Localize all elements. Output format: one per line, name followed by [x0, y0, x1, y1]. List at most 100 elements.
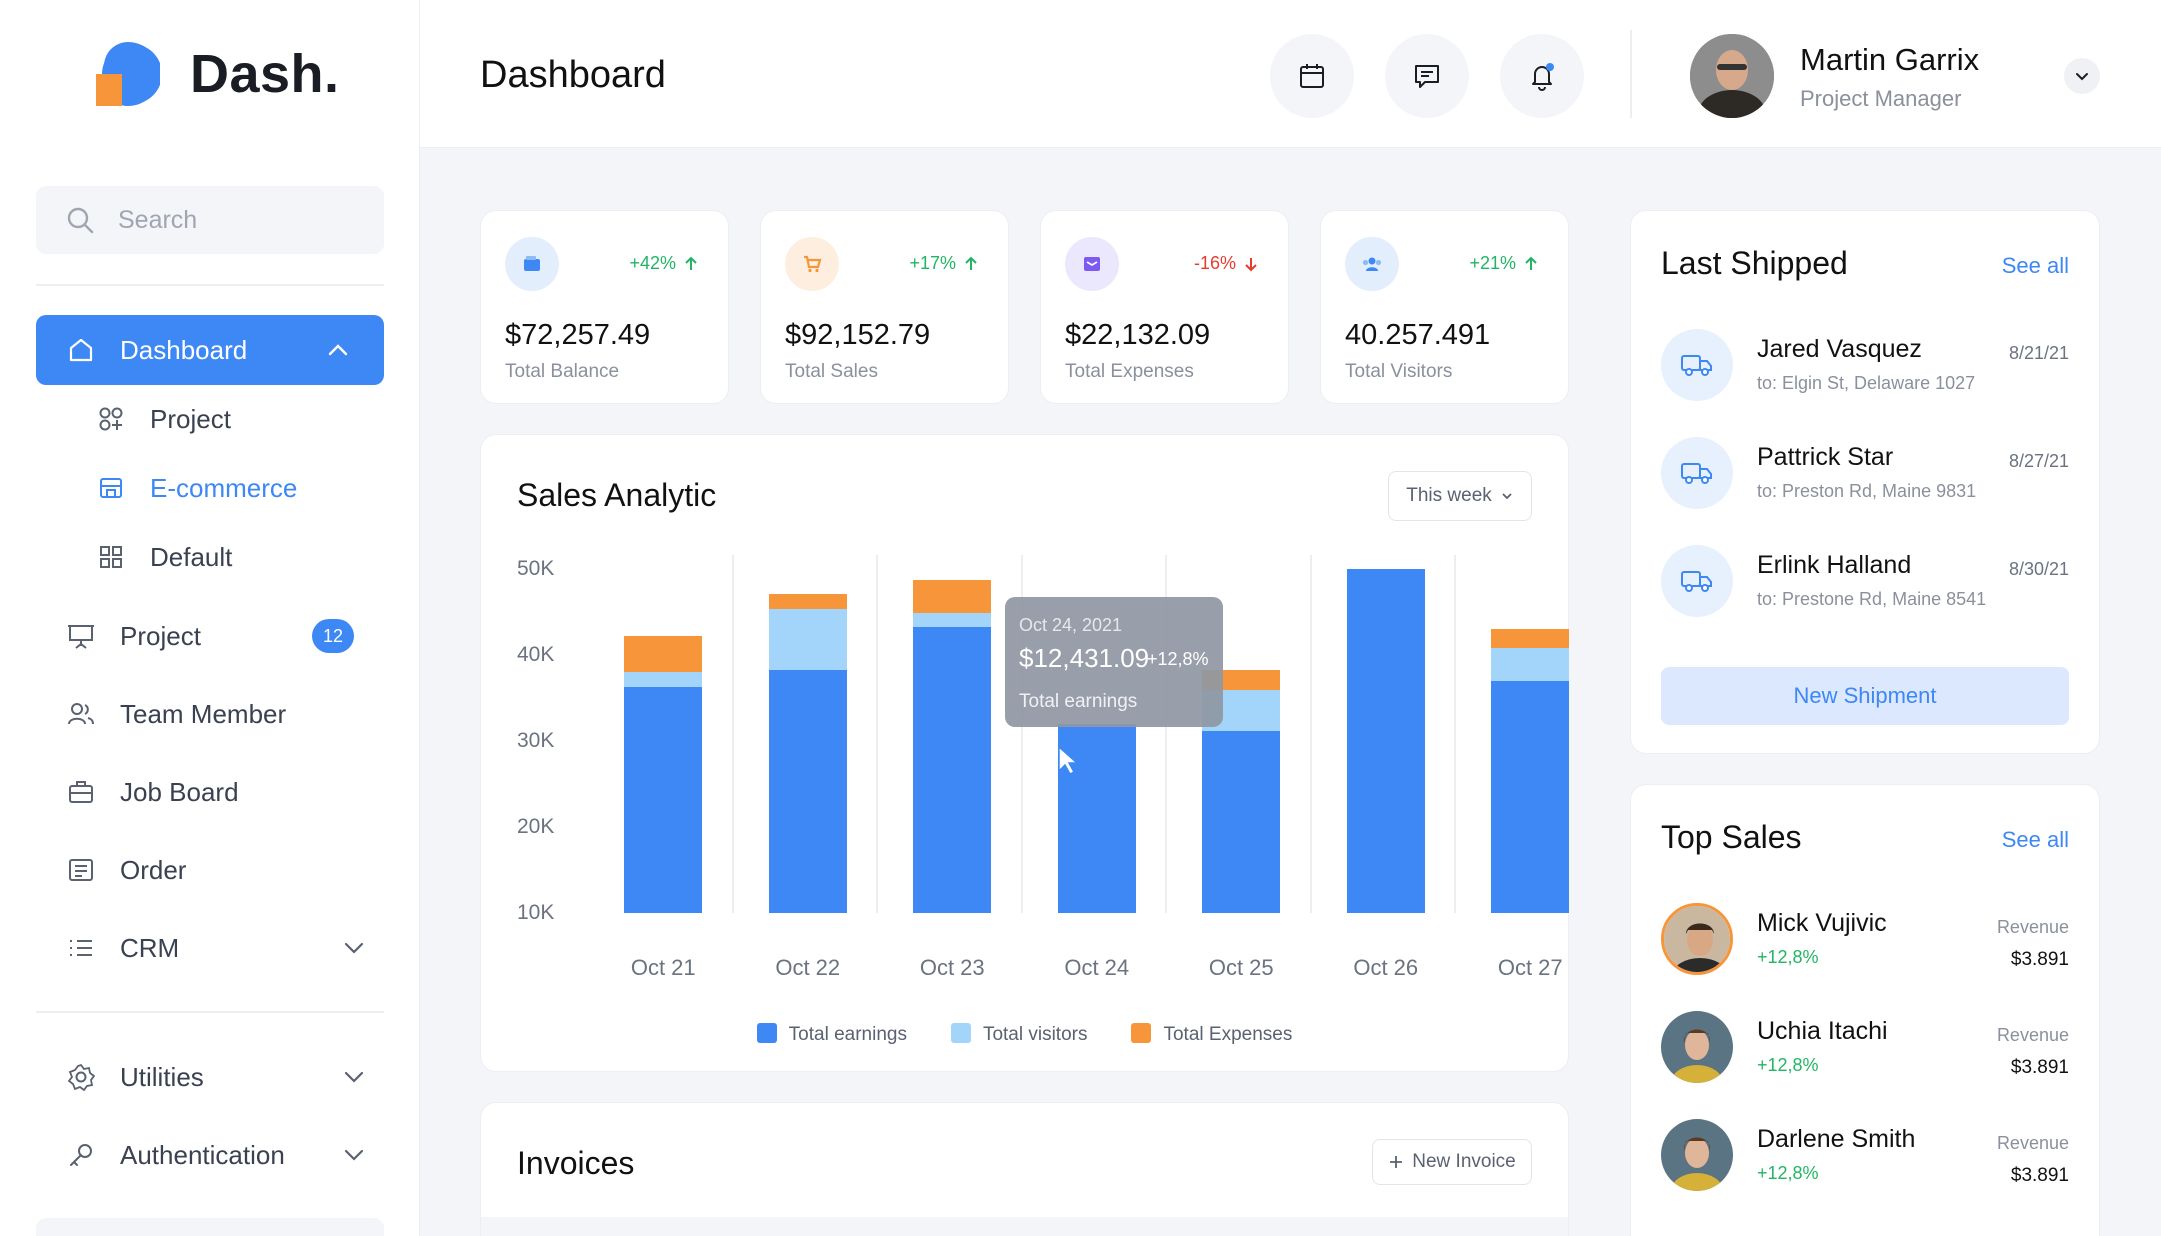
bar-total-earnings[interactable]	[1491, 680, 1570, 913]
bar-total-visitors[interactable]	[913, 612, 992, 627]
sidebar-sub-project[interactable]: Project	[96, 394, 231, 444]
legend-item-earnings[interactable]: Total earnings	[756, 1023, 907, 1046]
shipment-row[interactable]: Jared Vasquez to: Elgin St, Delaware 102…	[1661, 329, 2069, 409]
sidebar-item-label: Dashboard	[120, 334, 248, 365]
avatar	[1661, 903, 1733, 975]
sidebar-item-authentication[interactable]: Authentication	[66, 1130, 366, 1180]
invoices-title: Invoices	[517, 1145, 635, 1181]
sidebar-sub-default[interactable]: Default	[96, 532, 232, 582]
sales-title: Sales Analytic	[517, 477, 717, 513]
sidebar-item-order[interactable]: Order	[66, 845, 366, 895]
sidebar-item-team-member[interactable]: Team Member	[66, 689, 366, 739]
revenue-label: Revenue	[1996, 1025, 2069, 1045]
top-sales-name: Darlene Smith	[1757, 1125, 1916, 1153]
chevron-down-icon	[1502, 493, 1512, 500]
store-icon	[96, 473, 126, 503]
top-sales-card: Top Sales See all Mick Vujivic +12,8% Re…	[1630, 784, 2100, 1236]
bar-total-earnings[interactable]	[624, 686, 703, 913]
stat-card-sales[interactable]: +17% $92,152.79 Total Sales	[760, 210, 1009, 404]
sidebar-sub-ecommerce[interactable]: E-commerce	[96, 463, 297, 513]
sidebar-item-job-board[interactable]: Job Board	[66, 767, 366, 817]
chart-tooltip: Oct 24, 2021 $12,431.09 +12,8% Total ear…	[1005, 597, 1223, 727]
arrow-up-icon	[685, 256, 697, 270]
notifications-button[interactable]	[1500, 34, 1584, 118]
invoice-table-header	[481, 1217, 1568, 1236]
stat-value: $72,257.49	[505, 319, 651, 351]
shipment-name: Jared Vasquez	[1757, 335, 1922, 363]
search-icon	[67, 207, 94, 234]
logo[interactable]: Dash.	[96, 41, 340, 106]
top-sales-row[interactable]: Darlene Smith +12,8% Revenue $3.891	[1661, 1119, 2069, 1199]
new-shipment-button[interactable]: New Shipment	[1661, 667, 2069, 725]
chevron-down-icon[interactable]	[342, 1143, 366, 1167]
project-count-badge: 12	[312, 619, 354, 653]
chevron-down-icon[interactable]	[342, 936, 366, 960]
grid-line	[1020, 555, 1023, 913]
sidebar-divider	[36, 284, 384, 286]
shipment-address: to: Preston Rd, Maine 9831	[1757, 481, 1977, 501]
top-sales-row[interactable]: Mick Vujivic +12,8% Revenue $3.891	[1661, 903, 2069, 983]
bar-total-expenses[interactable]	[913, 580, 992, 613]
user-menu-toggle[interactable]	[2064, 58, 2100, 94]
bar-total-earnings[interactable]	[1346, 569, 1425, 913]
tooltip-date: Oct 24, 2021	[1019, 615, 1123, 635]
bar-total-visitors[interactable]	[624, 672, 703, 687]
y-tick-label: 40K	[517, 643, 555, 666]
bar-total-earnings[interactable]	[913, 626, 992, 913]
truck-icon	[1661, 545, 1733, 617]
sidebar-item-label: Authentication	[120, 1139, 285, 1170]
truck-icon	[1661, 437, 1733, 509]
stat-value: 40.257.491	[1345, 319, 1491, 351]
grid-line	[1309, 555, 1312, 913]
see-all-link[interactable]: See all	[2001, 253, 2069, 278]
bar-total-expenses[interactable]	[624, 636, 703, 673]
calendar-icon	[1300, 64, 1324, 88]
x-tick-label: Oct 21	[630, 955, 696, 980]
sidebar-item-label: Order	[120, 854, 187, 885]
sidebar-item-utilities[interactable]: Utilities	[66, 1052, 366, 1102]
bar-total-earnings[interactable]	[1202, 730, 1281, 913]
chevron-down-icon[interactable]	[342, 1065, 366, 1089]
user-avatar[interactable]	[1690, 34, 1774, 118]
sidebar-item-dashboard[interactable]: Dashboard	[36, 315, 384, 385]
top-sales-row[interactable]: Uchia Itachi +12,8% Revenue $3.891	[1661, 1011, 2069, 1091]
bar-total-expenses[interactable]	[768, 593, 847, 609]
shipment-date: 8/27/21	[2008, 451, 2069, 471]
stat-card-expenses[interactable]: -16% $22,132.09 Total Expenses	[1040, 210, 1289, 404]
y-tick-label: 10K	[517, 901, 555, 924]
search-input[interactable]: Search	[36, 186, 384, 254]
sidebar-sub-label: E-commerce	[150, 472, 298, 503]
stat-card-balance[interactable]: +42% $72,257.49 Total Balance	[480, 210, 729, 404]
shipment-row[interactable]: Pattrick Star to: Preston Rd, Maine 9831…	[1661, 437, 2069, 517]
sidebar-item-label: Job Board	[120, 776, 239, 807]
sidebar-item-label: Project	[120, 620, 201, 651]
sidebar-item-crm[interactable]: CRM	[66, 923, 366, 973]
period-select[interactable]: This week	[1388, 471, 1532, 521]
arrow-down-icon	[1245, 257, 1257, 271]
sidebar-item-project[interactable]: Project	[66, 611, 366, 661]
bar-total-earnings[interactable]	[1057, 723, 1136, 913]
legend-item-expenses[interactable]: Total Expenses	[1131, 1023, 1292, 1046]
bar-total-visitors[interactable]	[1491, 648, 1570, 681]
shipment-row[interactable]: Erlink Halland to: Prestone Rd, Maine 85…	[1661, 545, 2069, 625]
revenue-value: $3.891	[2010, 1165, 2069, 1186]
shipment-date: 8/21/21	[2008, 343, 2069, 363]
home-icon	[69, 338, 93, 362]
logo-icon	[96, 41, 162, 106]
new-invoice-button[interactable]: New Invoice	[1372, 1139, 1532, 1185]
page-title: Dashboard	[480, 54, 666, 96]
top-sales-name: Uchia Itachi	[1757, 1017, 1888, 1045]
message-icon	[1415, 65, 1439, 88]
bar-total-earnings[interactable]	[768, 670, 847, 913]
calendar-button[interactable]	[1270, 34, 1354, 118]
bar-total-expenses[interactable]	[1491, 629, 1570, 649]
stat-card-visitors[interactable]: +21% 40.257.491 Total Visitors	[1320, 210, 1569, 404]
messages-button[interactable]	[1385, 34, 1469, 118]
topbar-separator	[1630, 30, 1632, 118]
legend-item-visitors[interactable]: Total visitors	[950, 1023, 1087, 1046]
bar-total-visitors[interactable]	[768, 608, 847, 671]
see-all-link[interactable]: See all	[2001, 827, 2069, 852]
brand-name: Dash.	[190, 44, 340, 104]
stat-change: +17%	[909, 253, 980, 274]
shipment-address: to: Prestone Rd, Maine 8541	[1757, 589, 1987, 609]
